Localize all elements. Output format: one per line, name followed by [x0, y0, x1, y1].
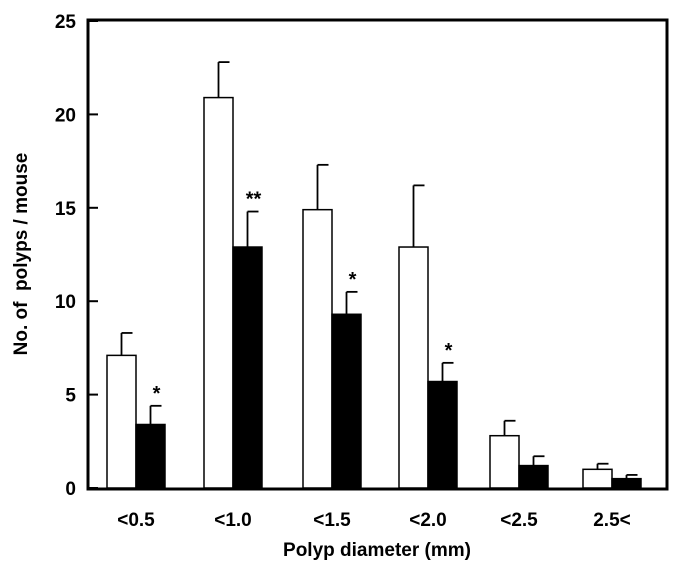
x-axis-title: Polyp diameter (mm): [283, 540, 471, 561]
x-tick-label: 2.5<: [593, 510, 631, 531]
x-tick-label: <1.5: [313, 510, 351, 531]
y-tick-label: 0: [65, 479, 76, 500]
bar-filled: [427, 380, 458, 489]
significance-marker: *: [445, 340, 453, 362]
bar-filled: [611, 477, 642, 489]
bar-filled: [232, 246, 263, 489]
significance-marker: *: [349, 269, 357, 291]
y-tick-label: 25: [55, 12, 77, 33]
bar-open: [106, 354, 137, 489]
x-tick-label: <0.5: [117, 510, 155, 531]
bar-open: [398, 246, 429, 489]
bar-filled: [331, 313, 362, 489]
y-tick-label: 10: [55, 292, 76, 313]
y-axis-title: No. of polyps / mouse: [11, 153, 32, 356]
bar-open: [203, 96, 234, 489]
y-tick-label: 15: [55, 199, 77, 220]
bar-filled: [518, 464, 549, 489]
bar-open: [302, 208, 333, 489]
y-tick-label: 20: [55, 105, 76, 126]
plot-frame: [86, 18, 669, 491]
y-tick-label: 5: [65, 386, 76, 407]
bar-open: [489, 434, 520, 489]
bar-open: [582, 468, 613, 489]
x-tick-label: <1.0: [214, 510, 252, 531]
x-tick-label: <2.5: [500, 510, 538, 531]
bars: *****: [106, 61, 642, 489]
significance-marker: *: [153, 383, 161, 405]
significance-marker: **: [246, 189, 262, 211]
y-axis-ticks: 0 5 10 15 20 25: [55, 12, 98, 500]
x-tick-label: <2.0: [409, 510, 447, 531]
x-axis-tick-labels: <0.5 <1.0 <1.5 <2.0 <2.5 2.5<: [117, 510, 631, 531]
bar-filled: [135, 423, 166, 489]
